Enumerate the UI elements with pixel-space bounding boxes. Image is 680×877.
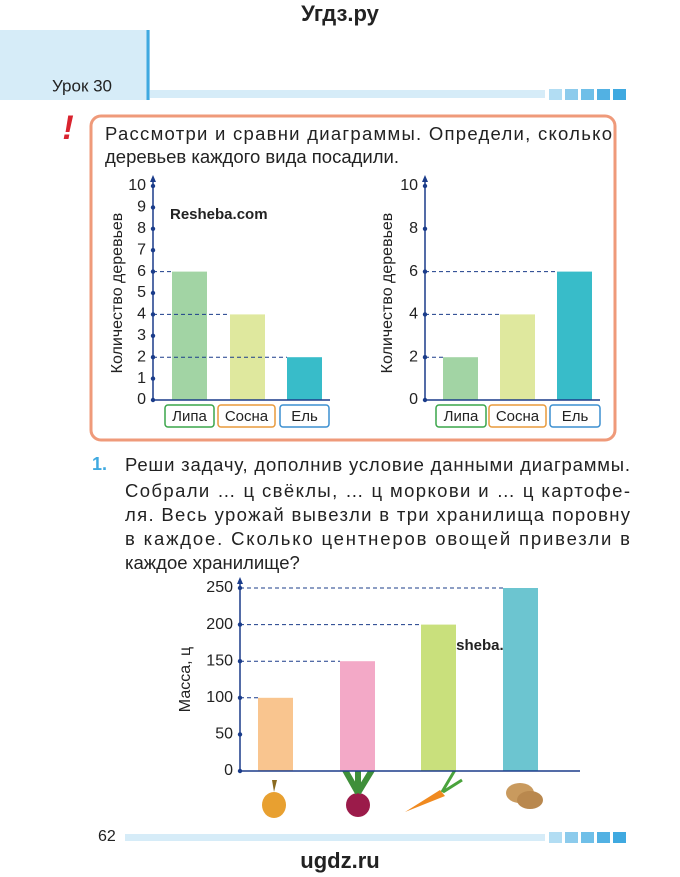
lesson-title: Урок 30: [52, 76, 112, 95]
y-tick-label: 0: [224, 762, 233, 779]
task-text: деревьев каждого вида посадили.: [105, 146, 399, 167]
footer-squares: [549, 832, 626, 843]
y-tick-label: 8: [137, 220, 146, 237]
axis-arrow: [422, 175, 428, 182]
y-tick-label: 6: [137, 263, 146, 280]
y-tick-label: 1: [137, 370, 146, 387]
task-number: 1.: [92, 454, 107, 474]
category-box: [217, 404, 276, 428]
header-squares: [549, 89, 626, 100]
attention-icon: !: [62, 109, 73, 147]
category-box: [164, 404, 215, 428]
x-tick-label: Сосна: [225, 408, 269, 425]
y-tick-label: 2: [409, 348, 418, 365]
task-text: ля. Весь урожай вывезли в три хранилища …: [125, 504, 631, 525]
y-axis-label: Количество деревьев: [109, 213, 126, 374]
task-text: в каждое. Сколько центнеров овощей приве…: [125, 528, 630, 549]
task-text: каждое хранилище?: [125, 552, 300, 573]
lesson-box: [0, 30, 150, 100]
task-frame: [89, 114, 617, 442]
y-tick-label: 4: [409, 306, 418, 323]
x-tick-label: Ель: [291, 408, 318, 425]
y-tick-label: 2: [137, 348, 146, 365]
y-tick-label: 250: [206, 579, 233, 596]
y-tick-label: 7: [137, 241, 146, 258]
header-stripe: [150, 90, 545, 98]
bar: [421, 624, 456, 771]
y-tick-label: 10: [400, 177, 418, 194]
y-tick-label: 8: [409, 220, 418, 237]
category-box: [279, 404, 330, 428]
bar: [503, 588, 538, 771]
bar: [340, 661, 375, 771]
y-tick-label: 4: [137, 306, 146, 323]
task-text: Реши задачу, дополнив условие данными ди…: [125, 454, 630, 475]
y-tick-label: 0: [409, 391, 418, 408]
y-tick-label: 150: [206, 652, 233, 669]
bar: [172, 271, 207, 400]
watermark: Resheba.com: [170, 206, 268, 223]
bar: [557, 271, 592, 400]
task-text: Рассмотри и сравни диаграммы. Определи, …: [105, 123, 612, 144]
y-tick-label: 200: [206, 616, 233, 633]
x-tick-label: Липа: [172, 408, 207, 425]
x-tick-label: Липа: [444, 408, 479, 425]
axis-arrow: [150, 175, 156, 182]
x-tick-label: Сосна: [496, 408, 540, 425]
category-box: [488, 404, 547, 428]
y-tick-label: 0: [137, 391, 146, 408]
y-axis-label: Масса, ц: [177, 647, 194, 712]
task-text: Собрали … ц свёклы, … ц моркови и … ц ка…: [125, 480, 630, 501]
y-tick-label: 50: [215, 726, 233, 743]
y-tick-label: 100: [206, 689, 233, 706]
y-axis-label: Количество деревьев: [379, 213, 396, 374]
y-tick-label: 6: [409, 263, 418, 280]
vegetable-icons: [262, 765, 543, 818]
y-tick-label: 5: [137, 284, 146, 301]
bar: [287, 357, 322, 400]
x-tick-label: Ель: [562, 408, 589, 425]
bar: [443, 357, 478, 400]
bar: [500, 314, 535, 400]
bar: [258, 697, 293, 771]
site-footer: ugdz.ru: [300, 848, 379, 873]
category-box: [435, 404, 487, 428]
y-tick-label: 3: [137, 327, 146, 344]
y-tick-label: 9: [137, 199, 146, 216]
y-tick-label: 10: [128, 177, 146, 194]
axis-arrow: [237, 577, 243, 584]
footer-stripe: [125, 834, 545, 841]
page-number: 62: [98, 828, 116, 845]
category-box: [549, 404, 601, 428]
site-header: Угдз.ру: [301, 1, 380, 26]
